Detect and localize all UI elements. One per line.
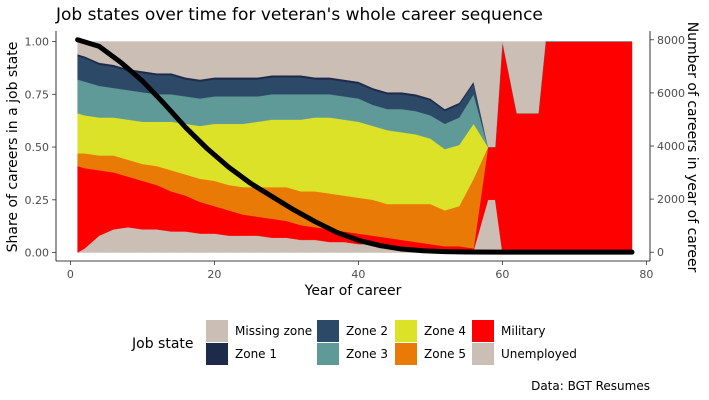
- y2-axis-title: Number of careers in year of career: [684, 22, 700, 273]
- legend-swatch: [472, 320, 494, 342]
- y2-tick-label: 4000: [657, 140, 685, 153]
- area-missing-zone: [77, 41, 632, 148]
- legend-item-zone-4: Zone 4: [395, 320, 466, 342]
- legend-swatch: [395, 343, 417, 365]
- legend: Missing zone Zone 1 Zone 2 Zone 3 Zone 4 Zone…: [206, 320, 577, 365]
- chart-title: Job states over time for veteran's whole…: [55, 5, 543, 25]
- legend-swatch: [206, 320, 228, 342]
- y2-tick-label: 6000: [657, 87, 685, 100]
- legend-label: Zone 4: [424, 324, 466, 338]
- y2-axis-ticks: 0 2000 4000 6000 8000: [650, 34, 685, 259]
- legend-label: Zone 5: [424, 347, 466, 361]
- y-tick-label: 0.25: [25, 194, 50, 207]
- y-tick-label: 0.00: [25, 247, 50, 260]
- y-tick-label: 0.75: [25, 88, 50, 101]
- legend-label: Zone 1: [235, 347, 277, 361]
- y2-tick-label: 2000: [657, 193, 685, 206]
- legend-label: Zone 3: [346, 347, 388, 361]
- y-tick-label: 0.50: [25, 141, 50, 154]
- legend-swatch: [317, 320, 339, 342]
- legend-label: Zone 2: [346, 324, 388, 338]
- legend-label: Military: [501, 324, 545, 338]
- legend-item-zone-3: Zone 3: [317, 343, 388, 365]
- legend-swatch: [317, 343, 339, 365]
- legend-item-zone-5: Zone 5: [395, 343, 466, 365]
- x-tick-label: 20: [207, 268, 221, 281]
- careers-line: [75, 37, 635, 255]
- caption: Data: BGT Resumes: [531, 379, 650, 393]
- legend-swatch: [206, 343, 228, 365]
- x-tick-label: 40: [351, 268, 365, 281]
- y-axis-ticks: 0.00 0.25 0.50 0.75 1.00: [25, 36, 56, 260]
- legend-item-zone-1: Zone 1: [206, 343, 277, 365]
- legend-swatch: [395, 320, 417, 342]
- x-tick-label: 0: [67, 268, 74, 281]
- stacked-areas: [76, 41, 633, 253]
- legend-item-zone-2: Zone 2: [317, 320, 388, 342]
- legend-item-military: Military: [472, 320, 545, 342]
- legend-label: Missing zone: [235, 324, 312, 338]
- legend-label: Unemployed: [501, 347, 577, 361]
- y-axis-title: Share of careers in a job state: [5, 42, 21, 253]
- y-tick-label: 1.00: [25, 36, 50, 49]
- legend-title: Job state: [131, 336, 194, 352]
- y2-tick-label: 0: [657, 246, 664, 259]
- careers-line-layer: [75, 37, 635, 255]
- legend-swatch: [472, 343, 494, 365]
- legend-item-unemployed: Unemployed: [472, 343, 577, 365]
- x-tick-label: 80: [639, 268, 653, 281]
- x-tick-label: 60: [495, 268, 509, 281]
- y2-tick-label: 8000: [657, 34, 685, 47]
- legend-item-missing-zone: Missing zone: [206, 320, 312, 342]
- x-axis-ticks: 0 20 40 60 80: [67, 261, 653, 281]
- x-axis-title: Year of career: [304, 283, 402, 299]
